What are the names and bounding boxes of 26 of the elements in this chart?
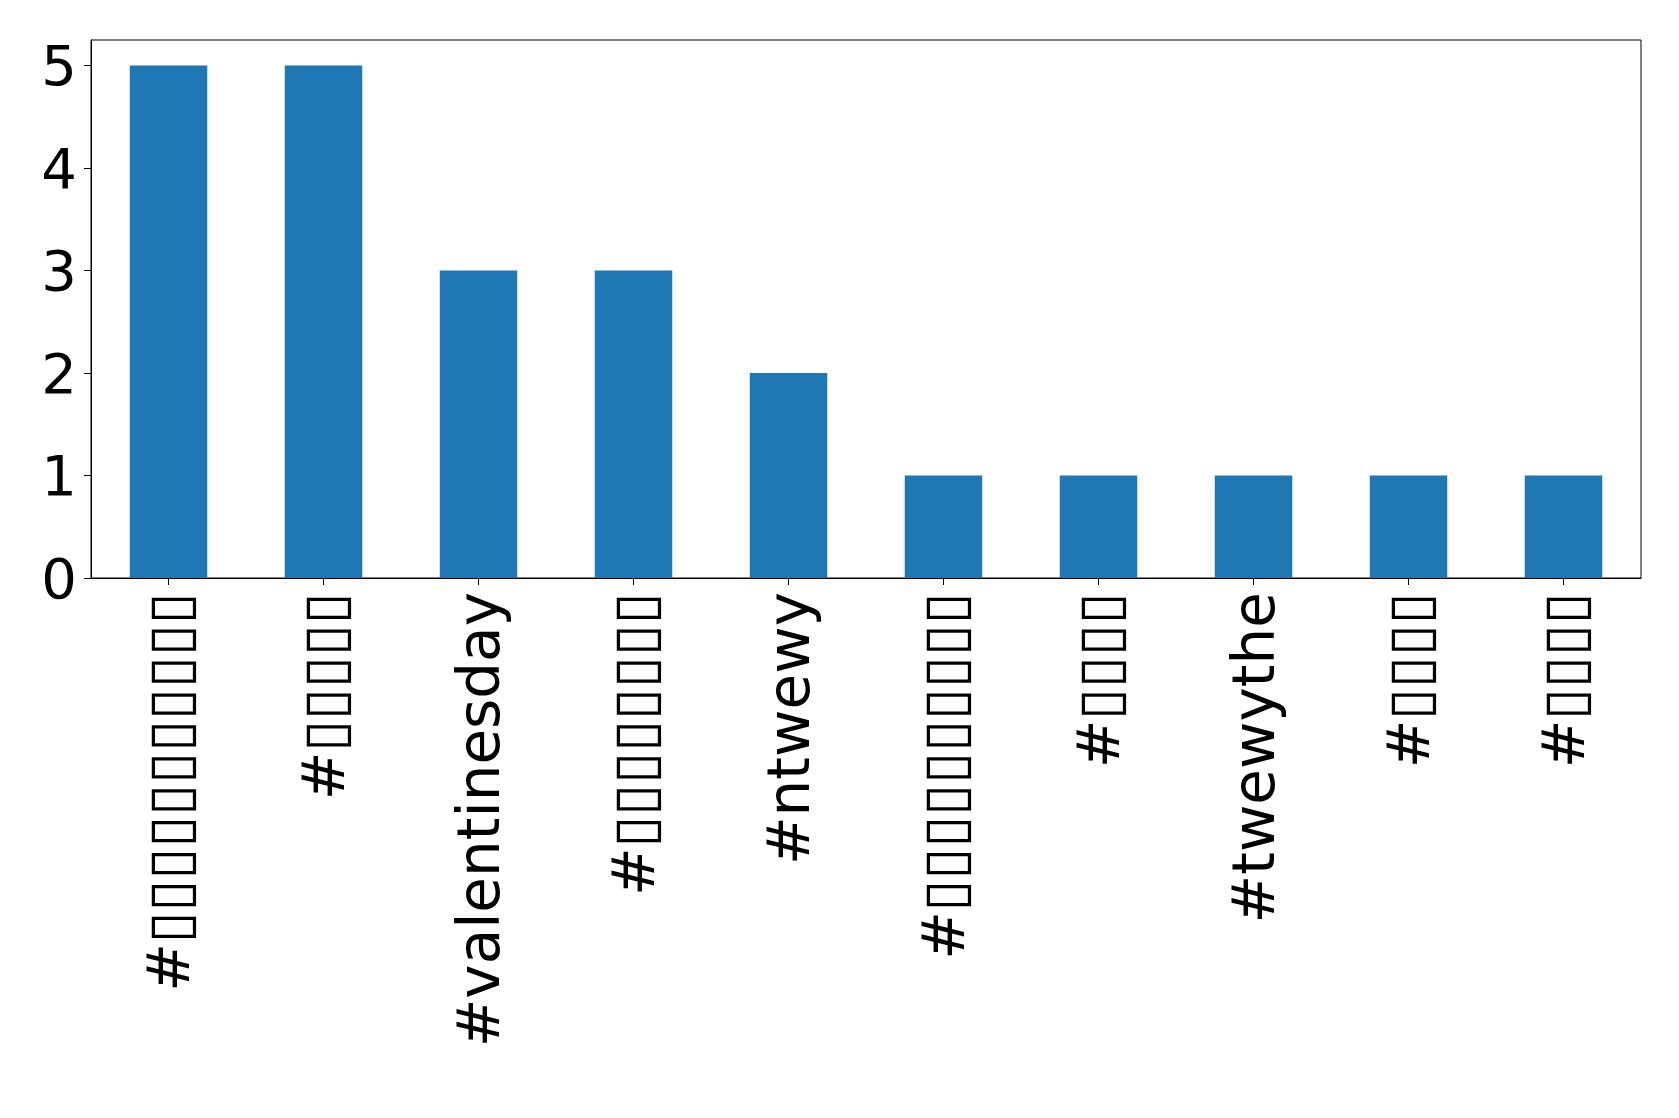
bar <box>284 65 363 578</box>
bar <box>904 475 983 578</box>
bar <box>439 270 518 578</box>
x-tick-label: #valentinesday <box>444 592 513 1048</box>
y-tick-label: 3 <box>41 238 77 304</box>
bar <box>594 270 673 578</box>
bar <box>749 373 828 578</box>
x-tick-label: #▯▯▯▯▯ <box>289 592 358 801</box>
x-tick-label: #▯▯▯▯ <box>1374 592 1443 769</box>
y-tick-label: 5 <box>41 33 77 99</box>
x-tick-label: #ntwewy <box>754 592 823 865</box>
bar <box>1059 475 1138 578</box>
bar <box>1214 475 1293 578</box>
x-tick-label: #▯▯▯▯▯▯▯▯ <box>599 592 668 896</box>
bar <box>129 65 208 578</box>
x-tick-label: #▯▯▯▯ <box>1064 592 1133 769</box>
x-tick-label: #▯▯▯▯ <box>1529 592 1598 769</box>
bar <box>1369 475 1448 578</box>
x-tick-label: #▯▯▯▯▯▯▯▯▯▯ <box>909 592 978 960</box>
y-tick-label: 2 <box>41 340 77 406</box>
x-tick-label: #▯▯▯▯▯▯▯▯▯▯▯ <box>134 592 203 992</box>
y-tick-label: 4 <box>41 135 77 201</box>
y-tick-label: 0 <box>41 545 77 611</box>
x-tick-label: #twewythe <box>1219 592 1288 924</box>
y-tick-label: 1 <box>41 443 77 509</box>
bar <box>1524 475 1603 578</box>
